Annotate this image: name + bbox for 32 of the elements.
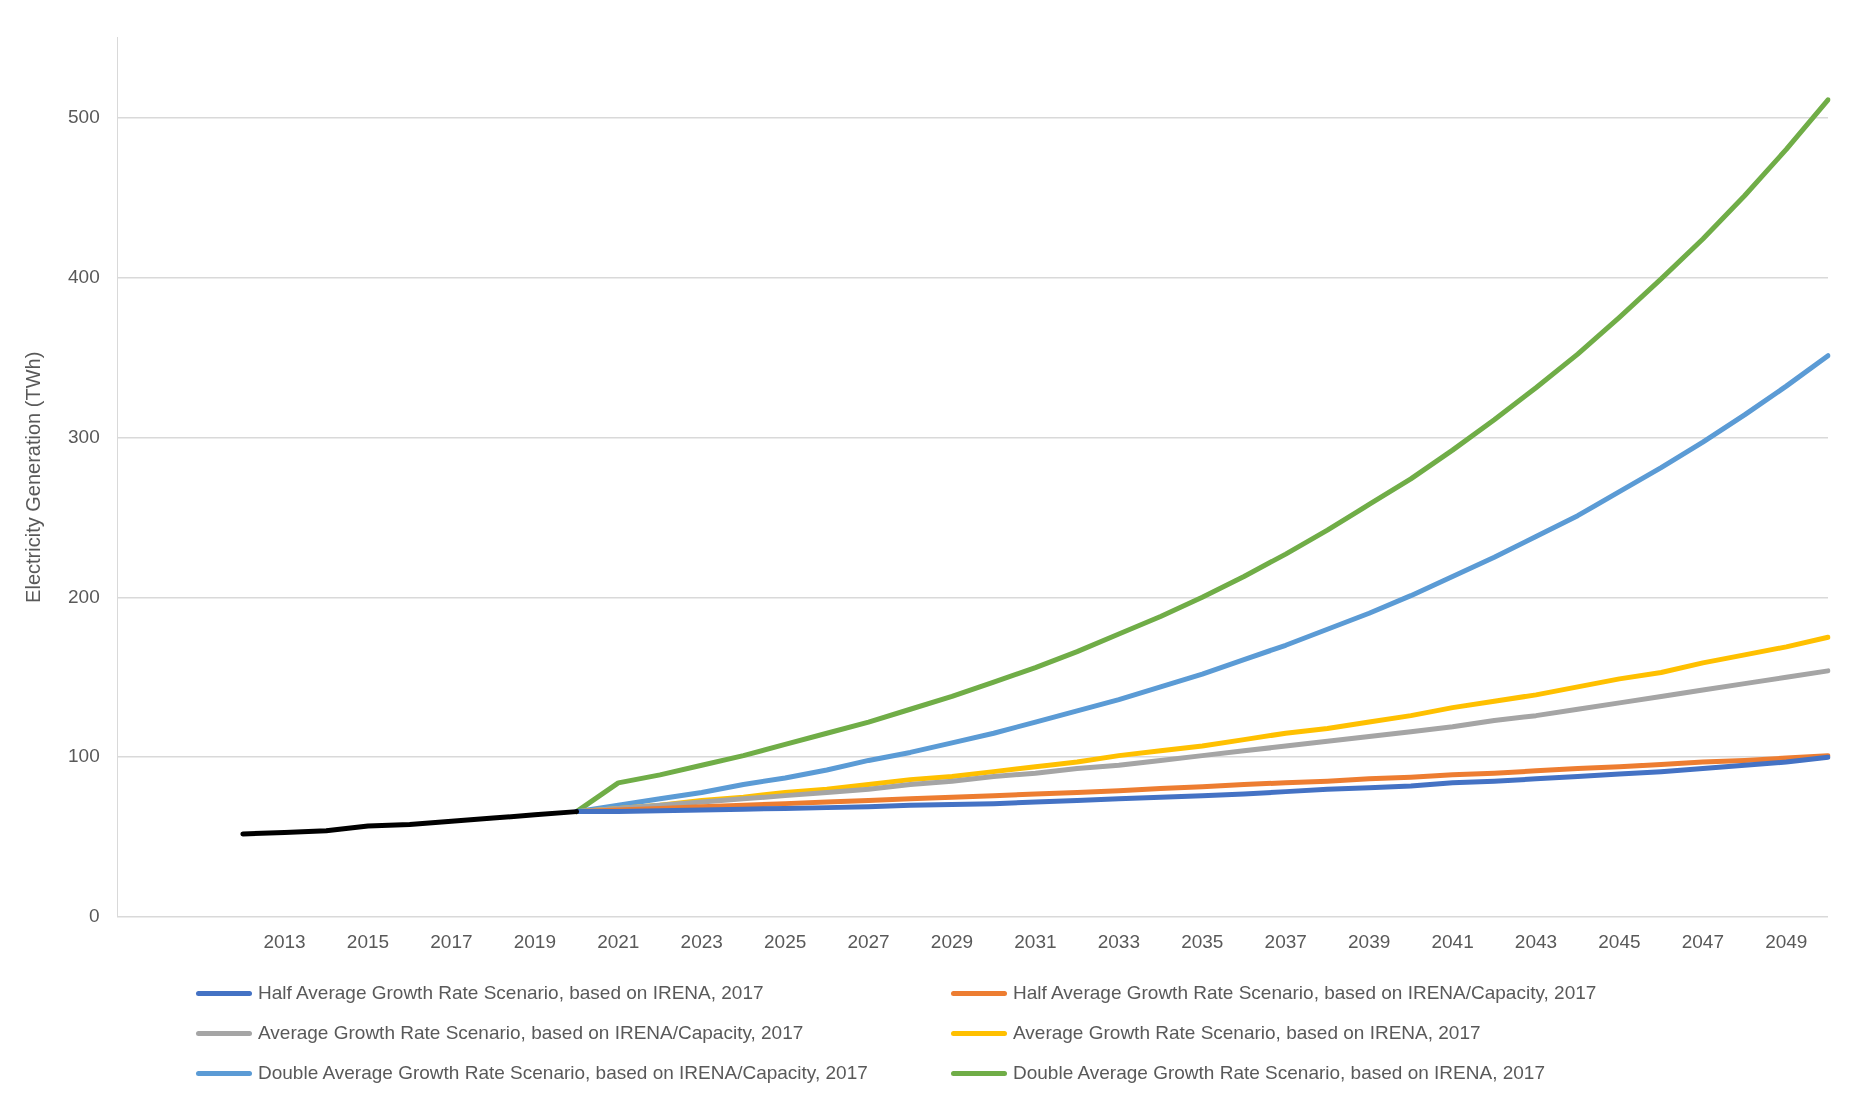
x-tick-label: 2033 [1097,930,1140,952]
y-tick-label: 0 [89,905,100,927]
x-tick-label: 2045 [1598,930,1641,952]
x-tick-label: 2027 [847,930,890,952]
x-tick-label: 2037 [1264,930,1307,952]
x-tick-label: 2043 [1514,930,1558,952]
x-tick-label: 2023 [680,930,723,952]
x-tick-label: 2029 [930,930,974,952]
x-tick-label: 2031 [1014,930,1057,952]
y-tick-label: 300 [68,425,100,447]
legend-label: Double Average Growth Rate Scenario, based on IRENA/Capacity, 2017 [258,1062,868,1084]
x-tick-label: 2013 [263,930,306,952]
y-axis-title: Electricity Generation (TWh) [21,351,44,603]
x-tick-label: 2025 [763,930,807,952]
y-tick-label: 500 [68,105,100,127]
x-tick-label: 2035 [1181,930,1224,952]
legend-label: Average Growth Rate Scenario, based on IRENA, 2017 [1013,1022,1481,1044]
y-tick-label: 200 [68,585,100,607]
x-tick-label: 2019 [513,930,556,952]
x-tick-label: 2039 [1348,930,1391,952]
x-tick-label: 2049 [1765,930,1808,952]
x-tick-label: 2017 [430,930,473,952]
legend-label: Half Average Growth Rate Scenario, based on IRENA/Capacity, 2017 [1013,982,1597,1004]
x-tick-label: 2047 [1681,930,1724,952]
legend-label: Double Average Growth Rate Scenario, based on IRENA, 2017 [1013,1062,1545,1084]
legend-label: Average Growth Rate Scenario, based on IRENA/Capacity, 2017 [258,1022,804,1044]
x-tick-label: 2041 [1431,930,1474,952]
x-tick-label: 2021 [597,930,640,952]
legend-label: Half Average Growth Rate Scenario, based on IRENA, 2017 [258,982,764,1004]
y-tick-label: 100 [68,745,100,767]
x-tick-label: 2015 [346,930,390,952]
y-tick-label: 400 [68,265,100,287]
